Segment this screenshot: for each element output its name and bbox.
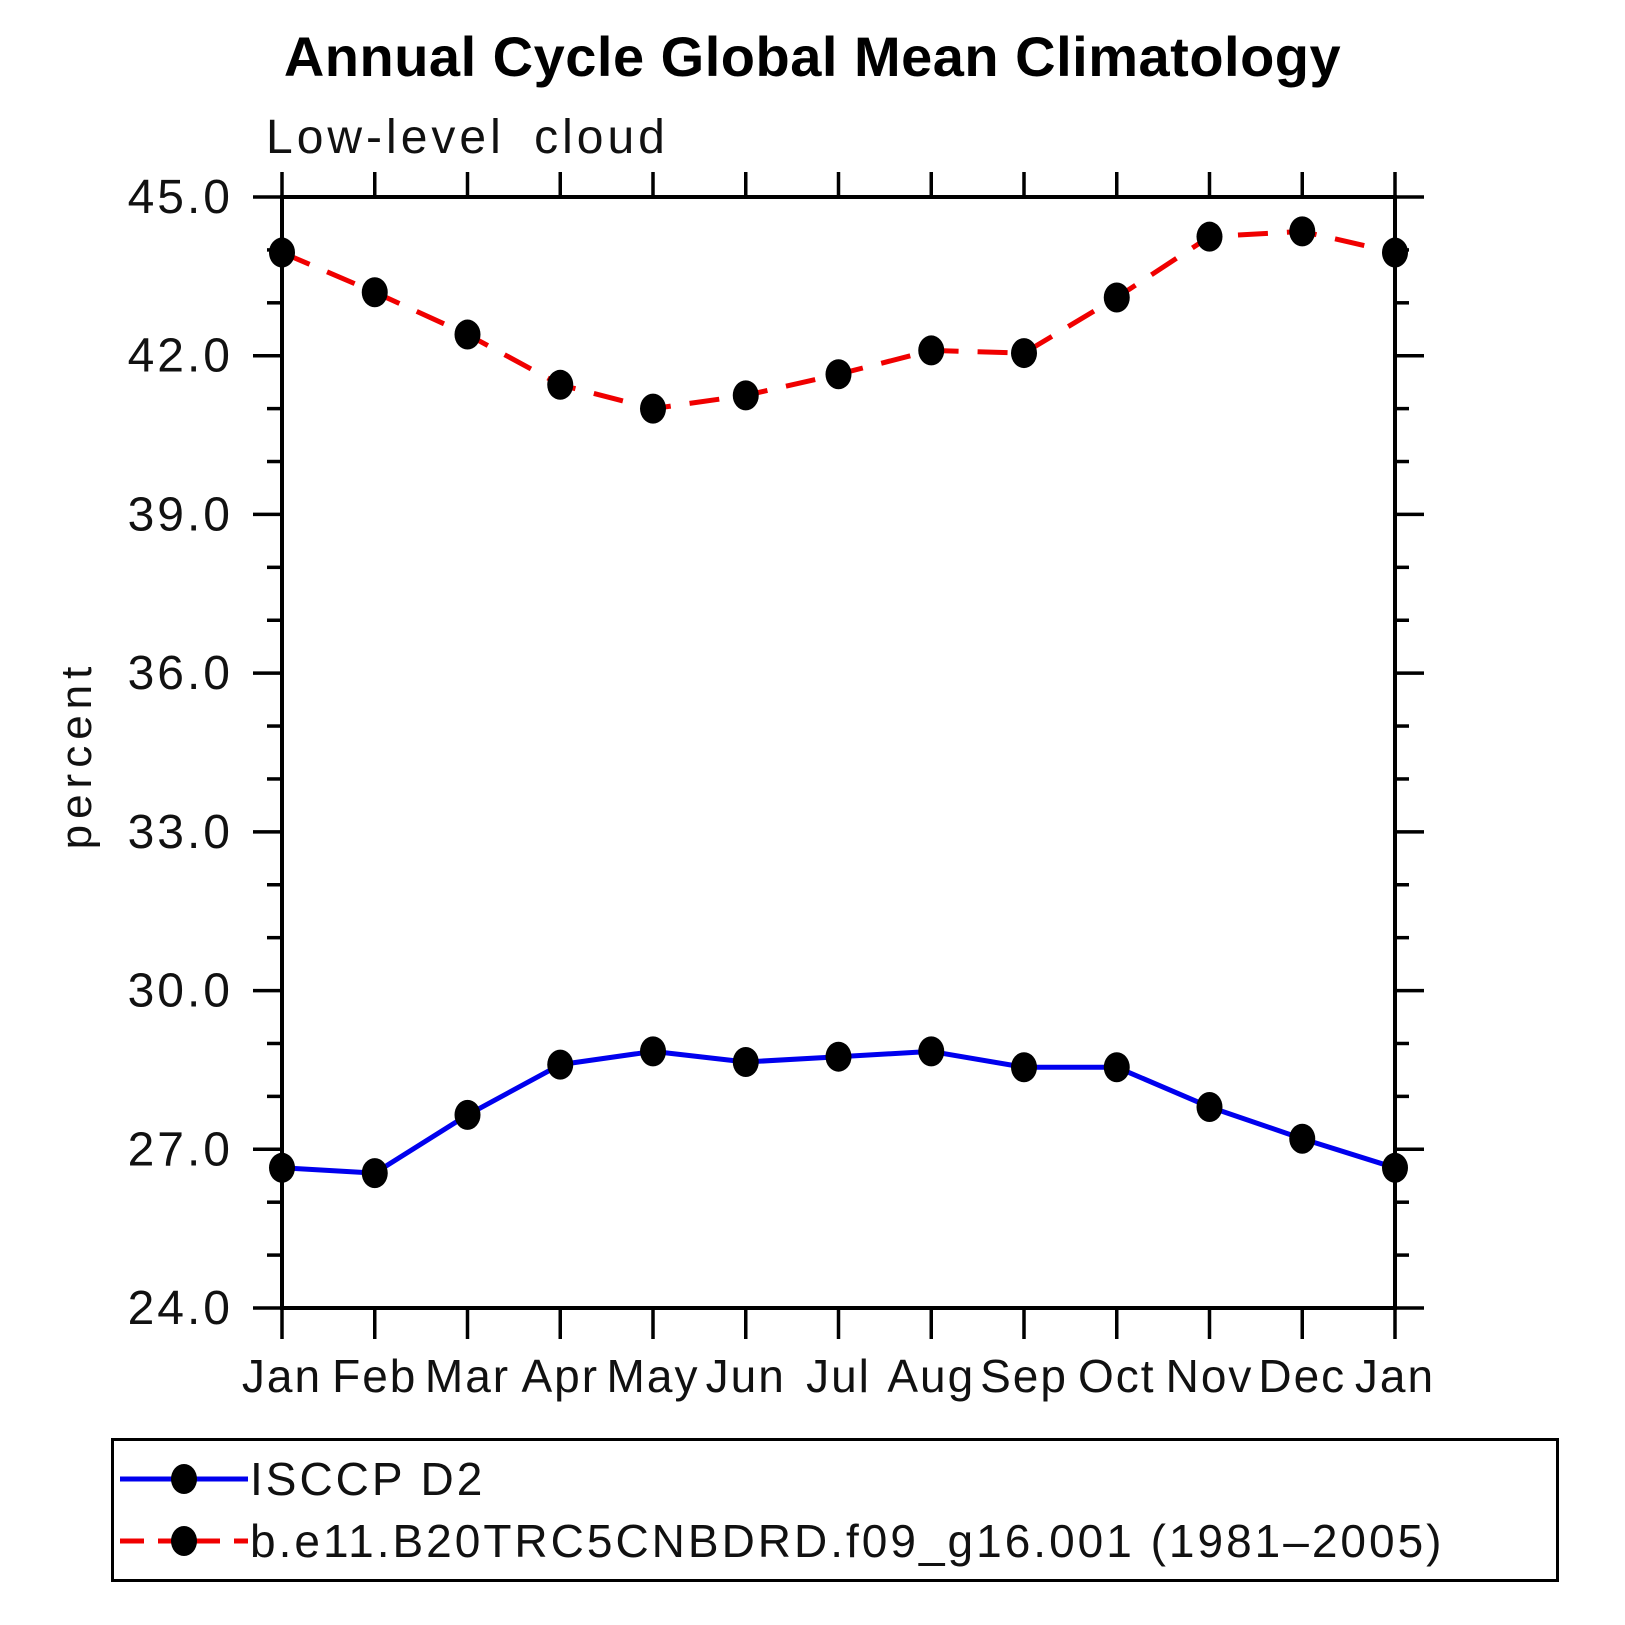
data-point-marker — [1289, 1123, 1316, 1154]
y-tick-label: 45.0 — [128, 171, 233, 224]
data-point-marker — [918, 335, 945, 366]
legend-marker-dot — [171, 1526, 197, 1556]
y-tick-label: 36.0 — [128, 647, 233, 700]
y-tick-label: 24.0 — [128, 1282, 233, 1335]
data-point-marker — [732, 1046, 759, 1077]
y-tick-label: 30.0 — [128, 965, 233, 1018]
y-tick-label: 42.0 — [128, 330, 233, 383]
data-point-marker — [269, 1152, 295, 1183]
x-tick-label: Aug — [887, 1350, 975, 1402]
data-point-marker — [1011, 338, 1037, 369]
data-point-marker — [1196, 221, 1223, 252]
x-tick-label: Oct — [1078, 1350, 1156, 1402]
data-point-marker — [640, 393, 666, 424]
x-tick-label: Jan — [242, 1350, 322, 1402]
legend-label-isccp: ISCCP D2 — [250, 1453, 486, 1505]
x-tick-label: Jun — [706, 1350, 786, 1402]
data-point-marker — [640, 1036, 666, 1067]
x-tick-label: Apr — [521, 1350, 599, 1402]
legend-label-model: b.e11.B20TRC5CNBDRD.f09_g16.001 (1981–20… — [250, 1515, 1445, 1567]
legend-marker-dot — [171, 1464, 197, 1494]
x-tick-label: Jul — [806, 1350, 871, 1402]
data-point-marker — [454, 319, 481, 350]
data-point-marker — [1382, 1152, 1408, 1183]
chart-subtitle: Low-level cloud — [266, 111, 669, 164]
data-point-marker — [547, 369, 574, 400]
data-point-marker — [1382, 237, 1408, 268]
data-point-marker — [269, 237, 295, 268]
x-tick-label: Nov — [1166, 1350, 1254, 1402]
data-point-marker — [361, 277, 388, 308]
data-point-marker — [825, 359, 852, 390]
data-point-marker — [547, 1049, 574, 1080]
legend-line-sample-dashed — [120, 1526, 248, 1556]
data-point-marker — [825, 1041, 852, 1072]
y-tick-label: 39.0 — [128, 488, 233, 541]
data-point-marker — [732, 380, 759, 411]
x-tick-label: Dec — [1258, 1350, 1346, 1402]
data-point-marker — [1103, 1052, 1130, 1083]
legend-row-model: b.e11.B20TRC5CNBDRD.f09_g16.001 (1981–20… — [118, 1511, 1556, 1571]
y-tick-label: 27.0 — [128, 1123, 233, 1176]
x-tick-label: May — [607, 1350, 700, 1402]
data-point-marker — [1103, 282, 1130, 313]
chart-title: Annual Cycle Global Mean Climatology — [283, 25, 1342, 88]
legend-box: ISCCP D2 b.e11.B20TRC5CNBDRD.f09_g16.001… — [111, 1438, 1559, 1582]
x-tick-label: Sep — [980, 1350, 1068, 1402]
data-point-marker — [454, 1099, 481, 1130]
data-point-marker — [918, 1036, 945, 1067]
data-point-marker — [1196, 1091, 1223, 1122]
y-tick-label: 33.0 — [128, 806, 233, 859]
data-point-marker — [1011, 1052, 1037, 1083]
legend-row-isccp: ISCCP D2 — [118, 1449, 1556, 1509]
x-tick-label: Feb — [332, 1350, 417, 1402]
data-point-marker — [361, 1158, 388, 1189]
legend-line-sample-solid — [120, 1464, 248, 1494]
x-tick-label: Jan — [1355, 1350, 1435, 1402]
data-point-marker — [1289, 216, 1316, 247]
x-tick-label: Mar — [425, 1350, 510, 1402]
